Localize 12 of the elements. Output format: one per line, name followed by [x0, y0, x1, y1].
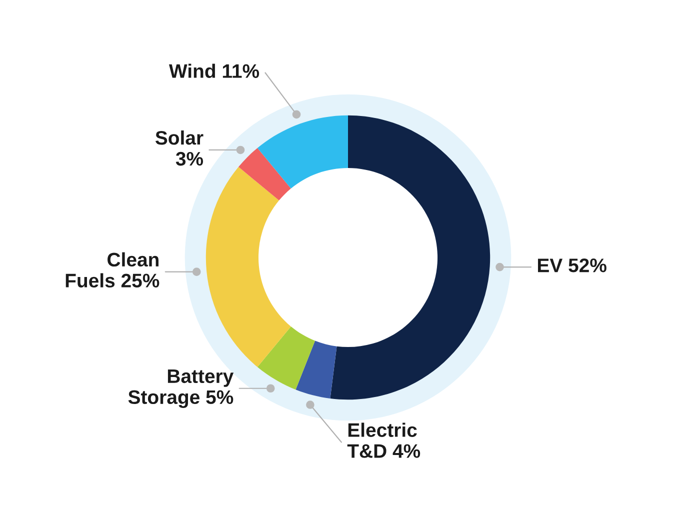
donut-slice — [257, 326, 316, 390]
slice-label: Wind 11% — [168, 64, 260, 78]
slice-label: Battery Storage 5% — [128, 370, 234, 408]
slice-label: Electric T&D 4% — [347, 422, 420, 458]
donut-slice — [257, 115, 348, 189]
donut-slice — [238, 148, 291, 200]
donut-slice — [206, 166, 291, 367]
slice-label: EV 52% — [538, 258, 606, 272]
slice-label: Solar 3% — [155, 130, 204, 166]
donut-slice — [296, 340, 337, 398]
slice-label: Clean Fuels 25% — [66, 252, 160, 288]
donut-slice — [330, 115, 490, 400]
